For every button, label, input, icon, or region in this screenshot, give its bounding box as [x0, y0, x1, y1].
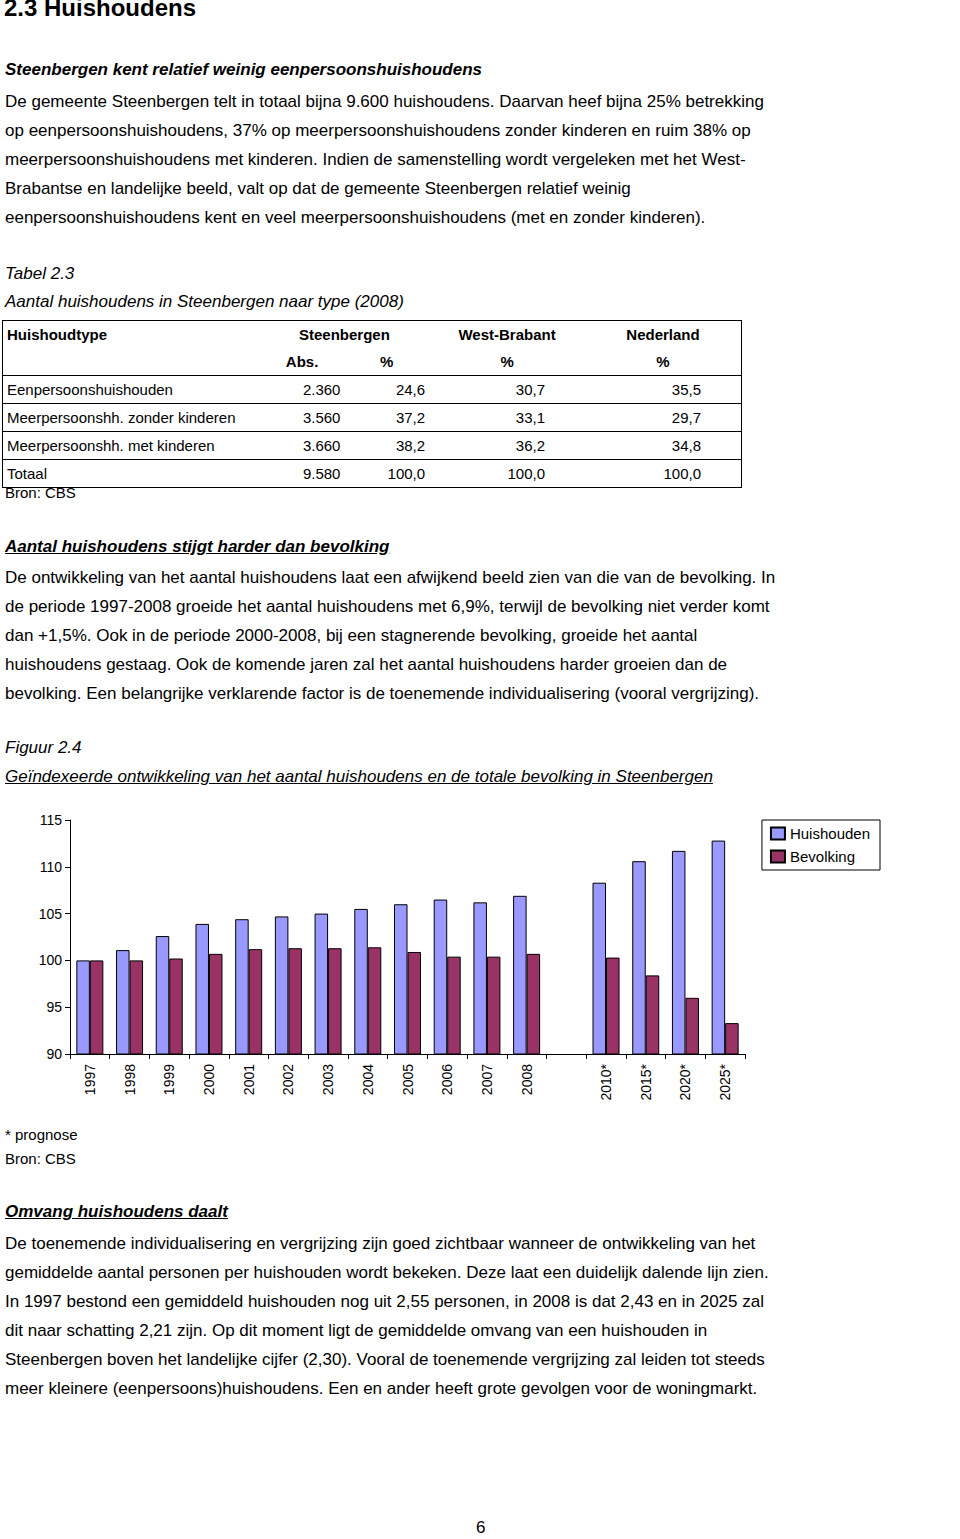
html-text:meerpersoonshuishoudens met ki: meerpersoonshuishoudens met kinderen. In…	[5, 150, 746, 169]
html-text:100,0: 100,0	[663, 465, 701, 482]
html-text:de periode 1997-2008 groeide h: de periode 1997-2008 groeide het aantal …	[5, 597, 770, 616]
html-text:De gemeente Steenbergen telt i: De gemeente Steenbergen telt in totaal b…	[5, 92, 764, 111]
html-text:dit naar schatting 2,21 zijn.: dit naar schatting 2,21 zijn. Op dit mom…	[5, 1321, 708, 1340]
html-text:3.660: 3.660	[302, 437, 341, 454]
html-text:35,5: 35,5	[671, 381, 701, 398]
html-text:Geïndexeerde ontwikkeling van: Geïndexeerde ontwikkeling van het aantal…	[5, 767, 713, 786]
svg-text:2002: 2002	[280, 1064, 296, 1095]
svg-text:110: 110	[40, 859, 63, 875]
svg-text:2001: 2001	[241, 1064, 257, 1095]
svg-text:105: 105	[39, 906, 63, 922]
svg-text:100: 100	[39, 952, 63, 968]
svg-text:2008: 2008	[519, 1064, 535, 1095]
html-text:Bron: CBS: Bron: CBS	[5, 484, 76, 501]
html-text:Abs.: Abs.	[285, 353, 319, 370]
html-text:Tabel 2.3: Tabel 2.3	[5, 264, 75, 283]
html-text:Steenbergen kent relatief wein: Steenbergen kent relatief weinig eenpers…	[5, 60, 482, 79]
html-text:op eenpersoonshuishoudens, 37%: op eenpersoonshuishoudens, 37% op meerpe…	[5, 121, 751, 140]
html-text:West-Brabant: West-Brabant	[458, 326, 556, 343]
html-text:Figuur 2.4: Figuur 2.4	[5, 738, 82, 757]
html-text:Totaal: Totaal	[7, 465, 47, 482]
html-text:30,7: 30,7	[515, 381, 545, 398]
html-text:Omvang huishoudens daalt: Omvang huishoudens daalt	[5, 1202, 228, 1221]
svg-text:2005: 2005	[400, 1064, 416, 1095]
html-text:De toenemende individualiserin: De toenemende individualisering en vergr…	[5, 1234, 756, 1253]
html-text:De ontwikkeling van het aantal: De ontwikkeling van het aantal huishoude…	[5, 568, 776, 587]
svg-text:115: 115	[40, 812, 63, 828]
svg-text:2020*: 2020*	[677, 1063, 693, 1100]
svg-text:2010*: 2010*	[598, 1063, 614, 1100]
html-text:meer kleinere (eenpersoons)hui: meer kleinere (eenpersoons)huishoudens. …	[5, 1379, 758, 1398]
html-text:29,7: 29,7	[671, 409, 701, 426]
html-text:Huishoudtype: Huishoudtype	[7, 326, 107, 343]
svg-text:2000: 2000	[201, 1064, 217, 1095]
html-text:24,6: 24,6	[395, 381, 426, 398]
html-text:3.560: 3.560	[302, 409, 341, 426]
svg-text:2004: 2004	[360, 1064, 376, 1095]
svg-text:2025*: 2025*	[717, 1063, 733, 1100]
svg-text:1997: 1997	[82, 1064, 98, 1095]
svg-text:2003: 2003	[320, 1064, 336, 1095]
html-text:In 1997 bestond een gemiddeld: In 1997 bestond een gemiddeld huishouden…	[5, 1292, 764, 1311]
html-text:100,0: 100,0	[507, 465, 545, 482]
html-text:Aantal huishoudens in Steenber: Aantal huishoudens in Steenbergen naar t…	[5, 292, 404, 311]
html-text:Steenbergen: Steenbergen	[299, 326, 390, 343]
html-text:Bron: CBS: Bron: CBS	[5, 1150, 76, 1167]
html-text:gemiddelde aantal personen per: gemiddelde aantal personen per huishoude…	[5, 1263, 769, 1282]
html-text:33,1: 33,1	[515, 409, 545, 426]
html-text:dan +1,5%. Ook in de periode 2: dan +1,5%. Ook in de periode 2000-2008, …	[5, 626, 698, 645]
svg-text:Huishouden: Huishouden	[790, 825, 870, 842]
html-text:Nederland: Nederland	[626, 326, 700, 343]
svg-text:1999: 1999	[161, 1064, 177, 1095]
html-text:Aantal huishoudens stijgt hard: Aantal huishoudens stijgt harder dan bev…	[5, 537, 390, 556]
html-text:Meerpersoonshh. met kinderen: Meerpersoonshh. met kinderen	[7, 437, 215, 454]
svg-text:95: 95	[46, 999, 62, 1015]
html-text:eenpersoonshuishoudens kent en: eenpersoonshuishoudens kent en veel meer…	[5, 208, 706, 227]
svg-text:2015*: 2015*	[638, 1063, 654, 1100]
html-text:37,2: 37,2	[395, 409, 426, 426]
svg-text:2006: 2006	[439, 1064, 455, 1095]
html-text:6: 6	[476, 1518, 486, 1537]
html-text:38,2: 38,2	[395, 437, 426, 454]
html-text:36,2: 36,2	[515, 437, 545, 454]
html-text:2.360: 2.360	[302, 381, 341, 398]
html-text:Brabantse en landelijke beeld,: Brabantse en landelijke beeld, valt op d…	[5, 179, 631, 198]
html-text:huishoudens gestaag. Ook de ko: huishoudens gestaag. Ook de komende jare…	[5, 655, 728, 674]
html-text:34,8: 34,8	[671, 437, 701, 454]
svg-text:1998: 1998	[122, 1064, 138, 1095]
svg-text:Bevolking: Bevolking	[790, 848, 855, 865]
html-text:Steenbergen boven het landelij: Steenbergen boven het landelijke cijfer …	[5, 1350, 765, 1369]
html-text:100,0: 100,0	[387, 465, 426, 482]
html-text:Meerpersoonshh. zonder kindere: Meerpersoonshh. zonder kinderen	[7, 409, 236, 426]
html-text:* prognose: * prognose	[5, 1126, 78, 1143]
html-text:bevolking. Een belangrijke ver: bevolking. Een belangrijke verklarende f…	[5, 684, 760, 703]
svg-text:2007: 2007	[479, 1064, 495, 1095]
svg-text:90: 90	[46, 1046, 62, 1062]
html-text:9.580: 9.580	[302, 465, 341, 482]
html-text:Eenpersoonshuishouden: Eenpersoonshuishouden	[7, 381, 173, 398]
